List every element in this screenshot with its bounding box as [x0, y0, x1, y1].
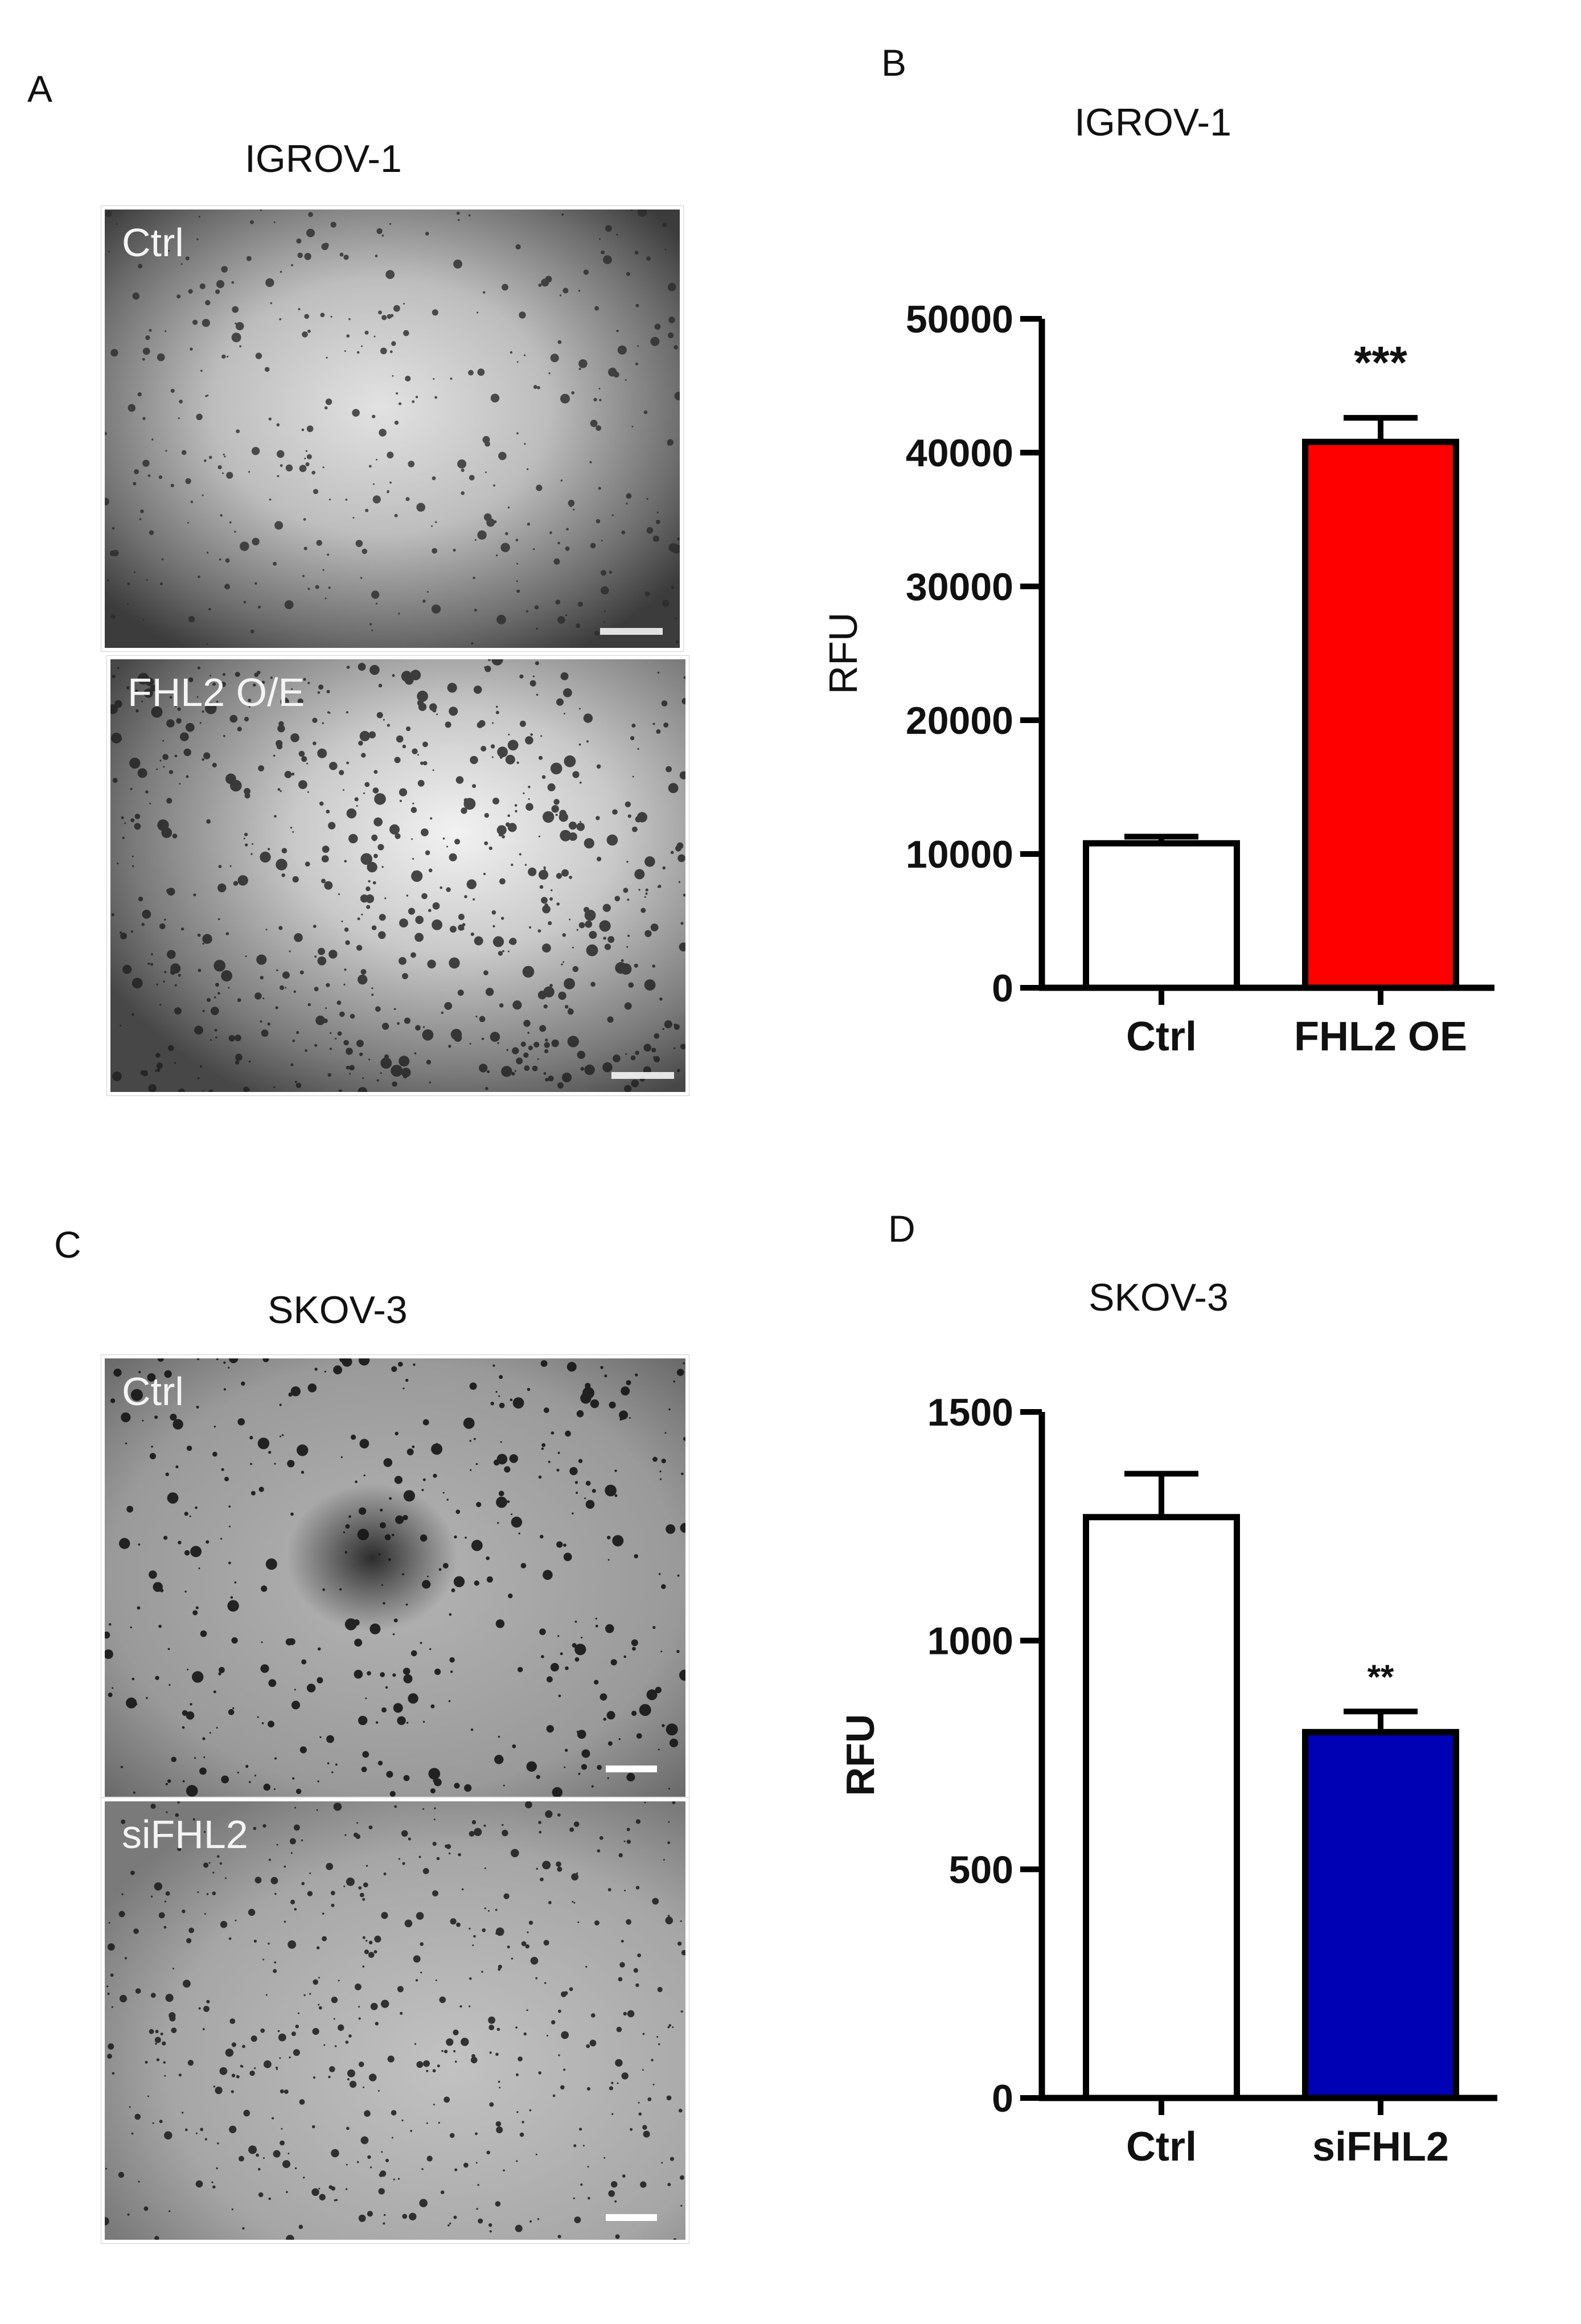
micrograph-label: siFHL2 — [122, 1812, 248, 1857]
bar-ctrl — [1083, 840, 1240, 991]
y-tick-label: 0 — [992, 967, 1013, 1010]
micrograph-skov-sifhl2: siFHL2 — [101, 1798, 689, 2243]
panel-letter-a: A — [27, 68, 53, 110]
micrograph-label: FHL2 O/E — [128, 670, 305, 715]
x-tick-label: FHL2 OE — [1294, 1014, 1467, 1060]
bar-ctrl — [1083, 1514, 1240, 2101]
chart-title: IGROV-1 — [1074, 101, 1231, 144]
chart-b: IGROV-1 RFU 0 10000 20000 30000 40000 50000 Ctrl… — [797, 91, 1526, 1093]
micrograph-igrov-ctrl: Ctrl — [101, 206, 683, 651]
chart-b-svg: IGROV-1 RFU 0 10000 20000 30000 40000 50000 Ctrl… — [821, 101, 1494, 1060]
chart-d: SKOV-3 RFU 0 500 1000 1500 Ctrl siFHL2 ** — [797, 1264, 1526, 2220]
significance-annotation: *** — [1354, 337, 1407, 388]
y-tick-label: 500 — [949, 1848, 1013, 1891]
y-tick-label: 0 — [992, 2077, 1013, 2120]
chart-title: SKOV-3 — [1089, 1276, 1229, 1319]
micrograph-igrov-fhl2-oe: FHL2 O/E — [107, 656, 689, 1095]
chart-d-svg: SKOV-3 RFU 0 500 1000 1500 Ctrl siFHL2 ** — [838, 1276, 1497, 2170]
bar-sifhl2 — [1302, 1728, 1459, 2101]
significance-annotation: ** — [1368, 1658, 1394, 1696]
y-tick-label: 40000 — [906, 432, 1013, 475]
panel-letter-c: C — [54, 1223, 81, 1266]
micrograph-skov-ctrl: Ctrl — [101, 1355, 689, 1800]
y-tick-label: 10000 — [906, 833, 1013, 876]
y-axis-label: RFU — [821, 613, 865, 695]
y-tick-label: 20000 — [906, 699, 1013, 742]
y-axis-label: RFU — [838, 1714, 882, 1796]
panel-a-title: IGROV-1 — [245, 137, 402, 180]
y-tick-label: 1000 — [927, 1620, 1013, 1663]
x-tick-label: siFHL2 — [1312, 2124, 1449, 2170]
y-tick-label: 1500 — [927, 1391, 1013, 1434]
micrograph-label: Ctrl — [122, 220, 184, 265]
x-tick-label: Ctrl — [1126, 1014, 1197, 1060]
panel-c-title: SKOV-3 — [268, 1288, 408, 1332]
x-tick-label: Ctrl — [1126, 2124, 1197, 2170]
panel-letter-d: D — [888, 1208, 915, 1250]
panel-letter-b: B — [881, 42, 907, 84]
bar-fhl2-oe — [1302, 438, 1459, 991]
y-tick-label: 50000 — [906, 298, 1013, 341]
y-tick-label: 30000 — [906, 565, 1013, 609]
micrograph-label: Ctrl — [122, 1369, 184, 1414]
